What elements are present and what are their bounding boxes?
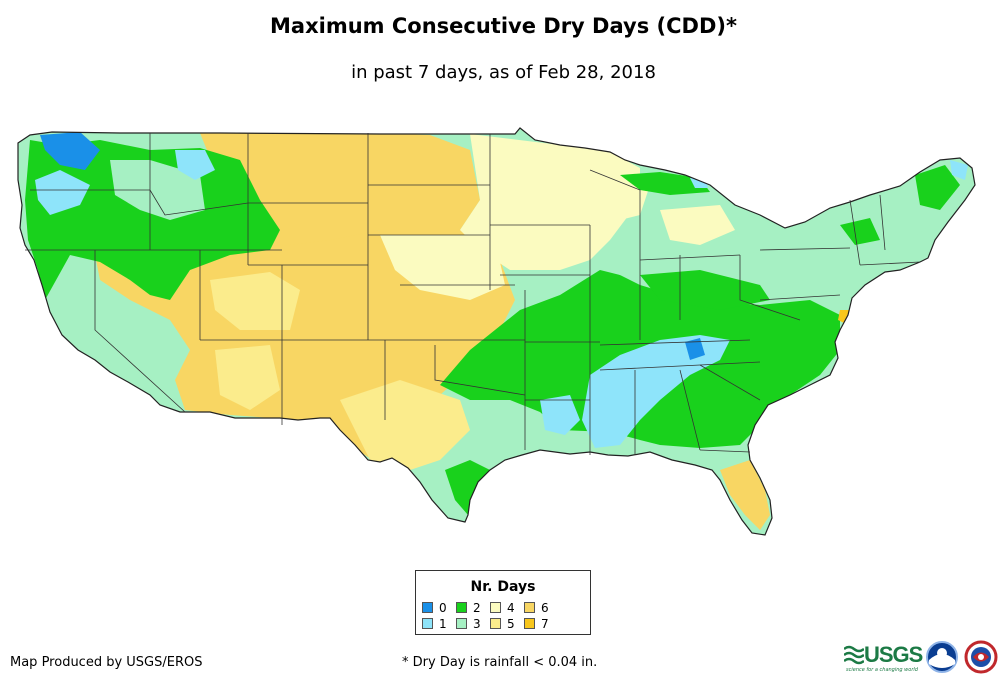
dryness-regions [18,128,975,535]
region-2-days-new-york [840,218,880,245]
region-6-days-florida [720,460,770,530]
us-outline [17,127,976,536]
legend-swatch [456,618,467,629]
usgs-tagline: science for a changing world [846,667,918,673]
legend-swatch [490,618,501,629]
legend-swatch [422,602,433,613]
legend-label: 3 [473,617,481,631]
border-ok-tx [434,345,526,396]
region-4-days-wisconsin [560,168,650,225]
legend: Nr. Days 0 1 2 3 4 5 6 7 [415,570,591,635]
legend-label: 1 [439,617,447,631]
border-nh [879,194,886,251]
border-ga-sc [699,364,761,401]
border-ca-nv [94,250,186,413]
legend-label: 6 [541,601,549,615]
region-4-days-michigan [660,205,735,245]
usgs-logo-icon [844,645,864,665]
region-5-days-arizona [215,345,280,410]
region-0-days-tennessee [685,338,705,360]
region-3-days-idaho [110,160,205,220]
nws-logo-icon [964,640,998,674]
region-1-day-washington [35,170,90,215]
legend-swatch [524,618,535,629]
legend-swatch [456,602,467,613]
border-ma-ct [859,261,921,266]
border-mi-oh [639,254,741,261]
legend-swatch [490,602,501,613]
region-2-days-upper-michigan [620,172,710,195]
legend-title: Nr. Days [470,579,536,595]
region-0-days-olympic [40,132,100,170]
region-2-days-maine [915,165,960,210]
legend-label: 0 [439,601,447,615]
map-subtitle: in past 7 days, as of Feb 28, 2018 [351,62,656,83]
state-borders [25,133,921,455]
region-1-day-montana [175,150,215,180]
border-ny-pa [759,247,851,251]
border-al-ga [679,369,701,451]
region-2-days-northwest [25,140,280,300]
border-ga-fl [699,449,751,453]
region-4-days-upper-midwest [460,134,640,270]
producer-credit: Map Produced by USGS/EROS [10,655,203,670]
region-1-day-maine [950,160,968,180]
usgs-logo-text: USGS [864,642,923,667]
region-1-day-tennessee-valley [582,335,730,448]
border-pa-md [759,294,841,301]
region-5-days-utah [210,272,300,330]
dry-day-footnote: * Dry Day is rainfall < 0.04 in. [402,655,598,670]
border-tn-south [599,361,761,371]
legend-label: 7 [541,617,549,631]
border-wi [589,169,641,245]
region-5-days-texas [340,380,470,470]
legend-swatch [524,602,535,613]
border-oh-pa-wv [739,255,801,321]
border-ny-vt [849,199,861,266]
legend-swatch [422,618,433,629]
map-title: Maximum Consecutive Dry Days (CDD)* [270,14,737,38]
border-id-mt [149,189,249,216]
legend-label: 2 [473,601,481,615]
legend-label: 4 [507,601,515,615]
region-4-days-plains [380,235,505,300]
region-2-days-ohio [640,270,770,310]
noaa-logo-icon [926,641,958,673]
region-1-day-mississippi [540,395,580,435]
legend-label: 5 [507,617,515,631]
border-tn-ky [599,339,751,346]
